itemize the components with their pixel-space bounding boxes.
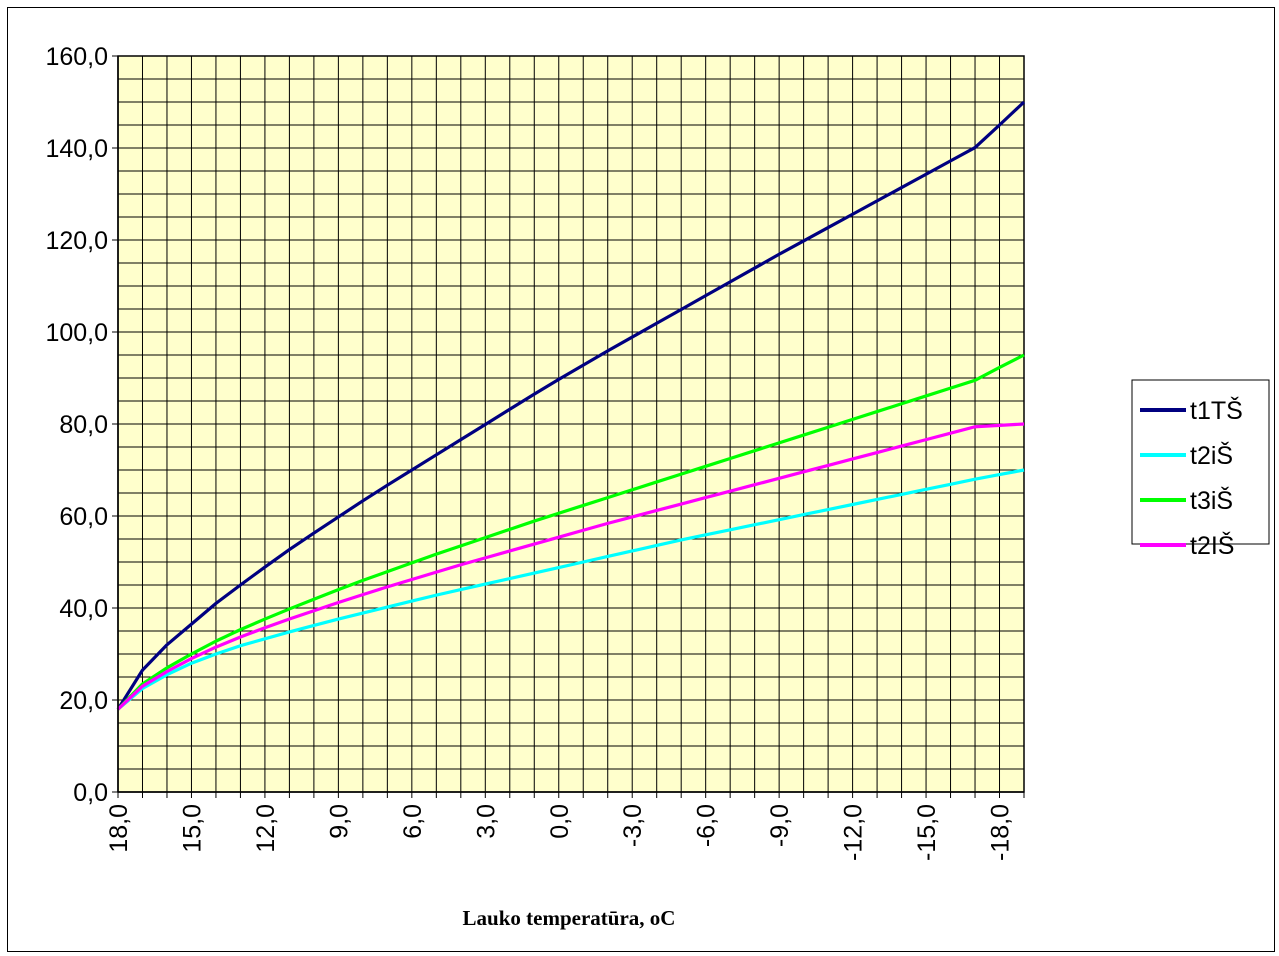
x-tick-label: 18,0 [105,804,133,853]
x-tick-label: -6,0 [693,804,721,847]
x-tick-label: -15,0 [913,804,941,861]
y-tick-label: 80,0 [59,411,108,439]
x-tick-label: -12,0 [840,804,868,861]
series-line-t3iŠ [116,353,1025,711]
series-line-t1TŠ [116,100,1026,711]
y-tick-label: 0,0 [73,779,108,807]
x-axis-title: Lauko temperatūra, oC [463,906,676,930]
x-tick-label: 12,0 [252,804,280,853]
y-tick-label: 20,0 [59,687,108,715]
y-tick-label: 160,0 [45,43,108,71]
y-tick-label: 140,0 [45,135,108,163]
x-tick-label: 6,0 [399,804,427,839]
y-tick-label: 100,0 [45,319,108,347]
y-tick-label: 60,0 [59,503,108,531]
legend-item-label: t2iŠ [1190,441,1233,470]
y-tick-label: 120,0 [45,227,108,255]
x-tick-label: 3,0 [472,804,500,839]
x-tick-label: 0,0 [546,804,574,839]
series-line-t2iŠ [116,468,1025,711]
x-tick-label: 9,0 [325,804,353,839]
x-tick-label: 15,0 [178,804,206,853]
y-tick-label: 40,0 [59,595,108,623]
legend-box [1131,379,1270,545]
legend-item-label: t2IŠ [1190,531,1234,560]
legend-item-label: t3iŠ [1190,486,1233,515]
x-tick-label: -3,0 [619,804,647,847]
legend-item-label: t1TŠ [1190,396,1243,425]
x-tick-label: -18,0 [987,804,1015,861]
x-tick-label: -9,0 [766,804,794,847]
series-line-t2IŠ [116,422,1025,711]
